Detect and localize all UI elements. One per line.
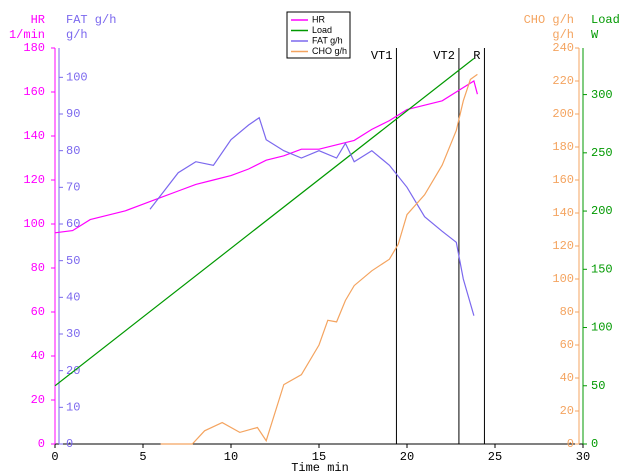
y-tick-label: 40 [31, 349, 45, 363]
x-tick-label: 0 [51, 450, 58, 464]
y-tick-label: 80 [31, 261, 45, 275]
y-tick-label: 80 [560, 305, 574, 319]
y-tick-label: 200 [591, 204, 613, 218]
y-tick-label: 60 [66, 217, 80, 231]
x-tick-label: 10 [224, 450, 238, 464]
y-tick-label: 0 [66, 437, 73, 451]
y-axis-label: CHO g/h [524, 13, 574, 27]
y-tick-label: 50 [66, 254, 80, 268]
y-tick-label: 40 [66, 291, 80, 305]
y-axis-label: HR [31, 13, 45, 27]
y-axis-unit: g/h [552, 28, 574, 42]
y-tick-label: 250 [591, 146, 613, 160]
legend-label: FAT g/h [312, 35, 343, 45]
y-tick-label: 180 [552, 140, 574, 154]
y-tick-label: 100 [591, 321, 613, 335]
threshold-label: R [473, 49, 480, 63]
y-tick-label: 20 [560, 404, 574, 418]
x-tick-label: 25 [488, 450, 502, 464]
y-tick-label: 300 [591, 88, 613, 102]
y-tick-label: 100 [23, 217, 45, 231]
legend-label: CHO g/h [312, 46, 347, 56]
y-tick-label: 160 [552, 173, 574, 187]
y-tick-label: 20 [31, 393, 45, 407]
y-tick-label: 0 [567, 437, 574, 451]
x-tick-label: 20 [400, 450, 414, 464]
y-tick-label: 10 [66, 401, 80, 415]
y-axis-unit: 1/min [9, 28, 45, 42]
y-tick-label: 60 [31, 305, 45, 319]
threshold-label: VT2 [433, 49, 455, 63]
y-tick-label: 100 [552, 272, 574, 286]
y-axis-label: FAT g/h [66, 13, 116, 27]
y-tick-label: 180 [23, 41, 45, 55]
data-line [160, 73, 478, 445]
x-axis-label: Time min [291, 461, 349, 475]
y-tick-label: 200 [552, 107, 574, 121]
x-tick-label: 30 [576, 450, 590, 464]
y-tick-label: 80 [66, 144, 80, 158]
y-tick-label: 0 [38, 437, 45, 451]
y-tick-label: 120 [552, 239, 574, 253]
y-axis-label: Load [591, 13, 620, 27]
y-axis-unit: W [591, 28, 599, 42]
y-tick-label: 60 [560, 338, 574, 352]
y-tick-label: 140 [552, 206, 574, 220]
data-line [149, 116, 475, 316]
legend-label: HR [312, 14, 325, 24]
y-tick-label: 220 [552, 74, 574, 88]
y-tick-label: 240 [552, 41, 574, 55]
y-tick-label: 100 [66, 71, 88, 85]
legend-label: Load [312, 25, 332, 35]
y-tick-label: 150 [591, 262, 613, 276]
y-tick-label: 90 [66, 107, 80, 121]
data-line [54, 80, 478, 234]
y-axis-unit: g/h [66, 28, 88, 42]
y-tick-label: 120 [23, 173, 45, 187]
threshold-label: VT1 [371, 49, 393, 63]
y-tick-label: 50 [591, 379, 605, 393]
y-tick-label: 30 [66, 327, 80, 341]
y-tick-label: 0 [591, 437, 598, 451]
x-tick-label: 5 [139, 450, 146, 464]
x-tick-label: 15 [312, 450, 326, 464]
y-tick-label: 40 [560, 371, 574, 385]
y-tick-label: 70 [66, 181, 80, 195]
y-tick-label: 140 [23, 129, 45, 143]
data-line [54, 58, 475, 387]
y-tick-label: 160 [23, 85, 45, 99]
